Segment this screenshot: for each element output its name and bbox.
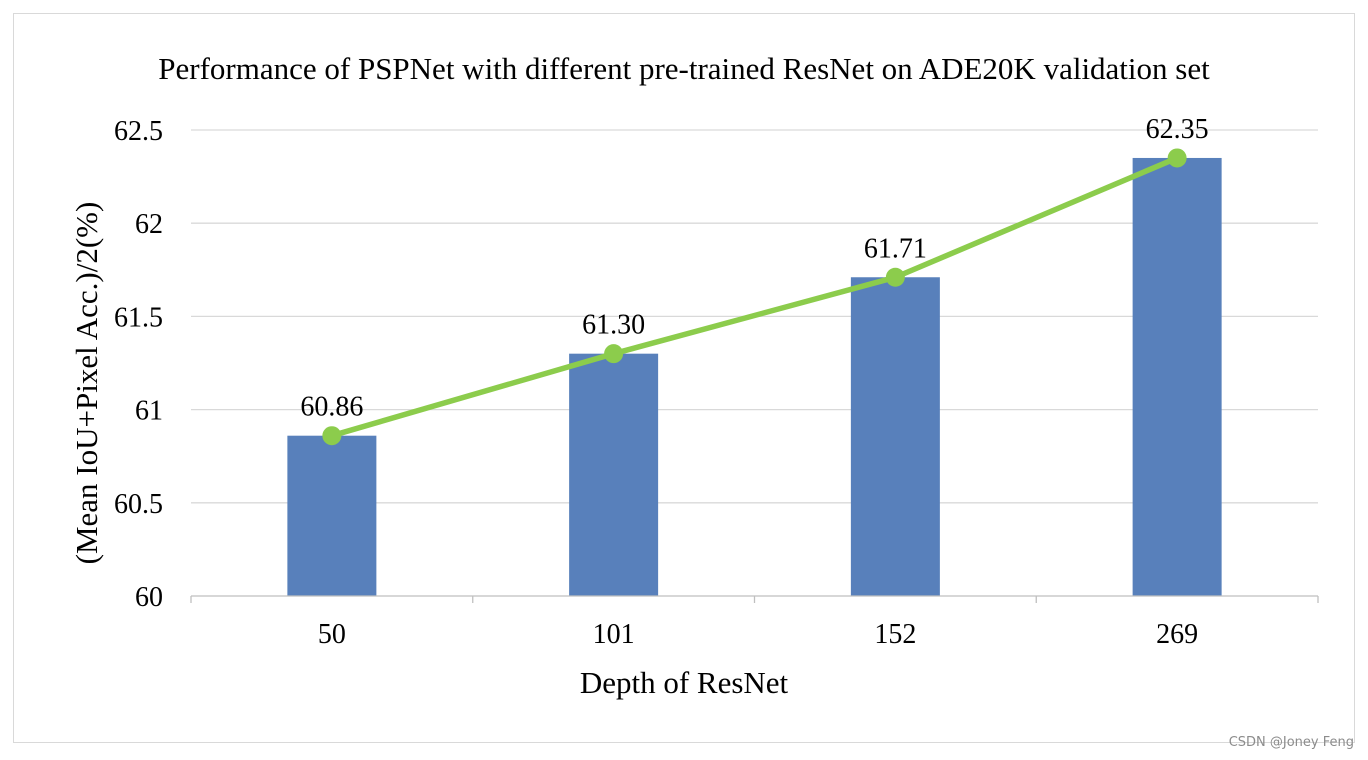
trend-line-path [329, 155, 1180, 439]
x-tick-label-152: 152 [874, 619, 916, 650]
watermark: CSDN @Joney Feng [1228, 735, 1354, 750]
line-point-101 [604, 344, 624, 364]
chart-title: Performance of PSPNet with different pre… [158, 51, 1210, 86]
data-label-50: 60.86 [300, 392, 363, 423]
y-tick-label-3: 61.5 [114, 302, 163, 333]
x-tick-label-101: 101 [593, 619, 635, 650]
data-label-269: 62.35 [1146, 114, 1209, 145]
y-tick-labels: 60 60.5 61 61.5 62 62.5 [114, 116, 163, 613]
y-tick-label-0: 60 [135, 582, 163, 613]
y-tick-label-5: 62.5 [114, 116, 163, 147]
line-point-269 [1167, 148, 1187, 168]
y-tick-label-4: 62 [135, 209, 163, 240]
y-axis-label: (Mean IoU+Pixel Acc.)/2(%) [69, 202, 104, 565]
gridlines [191, 129, 1318, 504]
line-point-50 [322, 426, 342, 446]
x-tick-labels: 50 101 152 269 [318, 619, 1198, 650]
bar-50 [287, 435, 377, 596]
line-point-152 [885, 267, 905, 287]
data-label-152: 61.71 [864, 233, 927, 264]
trend-line [322, 148, 1187, 446]
bar-101 [569, 353, 659, 596]
bars [287, 157, 1222, 596]
bar-269 [1132, 157, 1222, 596]
x-tick-label-269: 269 [1156, 619, 1198, 650]
x-tick-label-50: 50 [318, 619, 346, 650]
x-axis [190, 595, 1319, 603]
chart-frame [13, 13, 1355, 743]
y-tick-label-2: 61 [135, 396, 163, 427]
y-tick-label-1: 60.5 [114, 489, 163, 520]
bar-152 [850, 277, 940, 596]
x-axis-label: Depth of ResNet [580, 665, 789, 700]
data-labels: 60.86 61.30 61.71 62.35 [300, 114, 1208, 423]
data-label-101: 61.30 [582, 310, 645, 341]
